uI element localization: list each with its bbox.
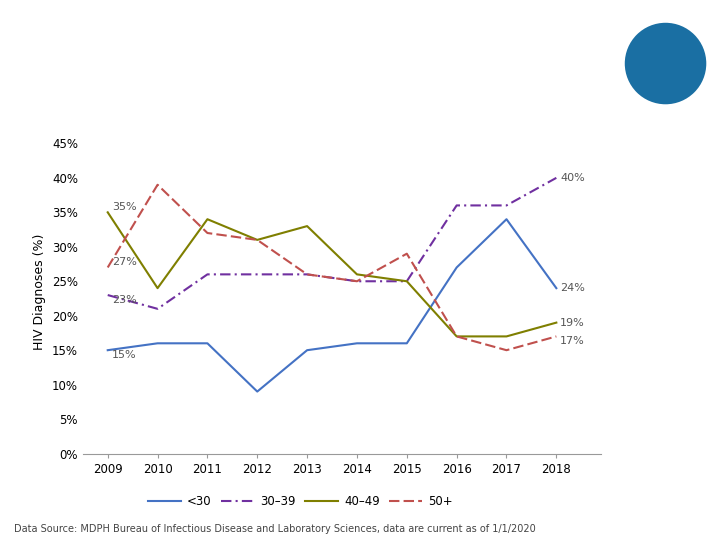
Text: 23%: 23% <box>112 295 137 305</box>
Circle shape <box>618 17 712 110</box>
Legend: <30, 30–39, 40–49, 50+: <30, 30–39, 40–49, 50+ <box>143 490 458 512</box>
Text: HIV diagnoses among individuals with IDU exposure
mode by age at diagnosis: Mass: HIV diagnoses among individuals with IDU… <box>0 24 523 91</box>
Text: 24%: 24% <box>560 283 585 293</box>
Text: 15%: 15% <box>112 350 136 360</box>
Text: 35%: 35% <box>112 202 136 212</box>
Text: Data Source: MDPH Bureau of Infectious Disease and Laboratory Sciences, data are: Data Source: MDPH Bureau of Infectious D… <box>14 523 536 534</box>
Text: 40%: 40% <box>560 173 585 183</box>
Text: 19%: 19% <box>560 318 585 328</box>
Y-axis label: HIV Diagnoses (%): HIV Diagnoses (%) <box>33 233 46 350</box>
Text: 17%: 17% <box>560 336 585 346</box>
Text: 27%: 27% <box>112 258 137 267</box>
Circle shape <box>625 23 706 104</box>
